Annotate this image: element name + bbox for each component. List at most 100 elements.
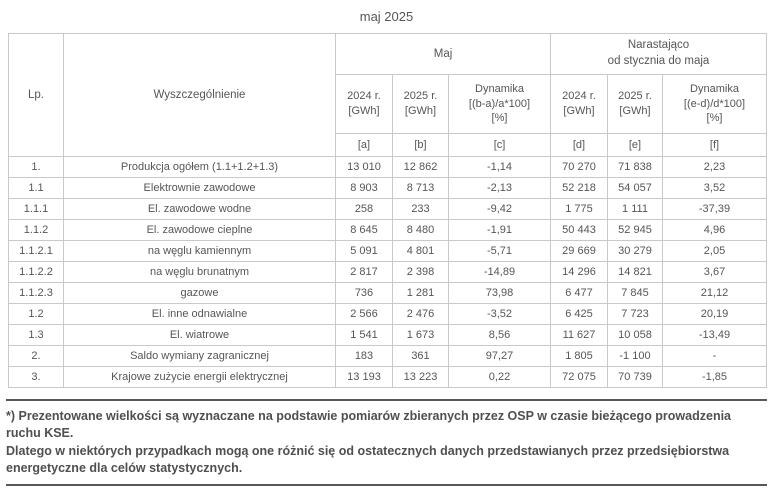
cell-a: 736 bbox=[335, 282, 393, 304]
cell-name: Produkcja ogółem (1.1+1.2+1.3) bbox=[63, 156, 336, 178]
cell-b: 1 281 bbox=[392, 282, 449, 304]
cell-a: 1 541 bbox=[335, 324, 393, 346]
table-body: 1. Produkcja ogółem (1.1+1.2+1.3) 13 010… bbox=[8, 156, 767, 388]
cell-b: 8 713 bbox=[392, 177, 449, 199]
cell-e: 14 821 bbox=[607, 261, 663, 283]
table-row: 1.1.1 El. zawodowe wodne 258 233 -9,42 1… bbox=[8, 198, 767, 220]
cell-a: 183 bbox=[335, 345, 393, 367]
cell-lp: 3. bbox=[8, 366, 64, 388]
cell-f: 2,23 bbox=[662, 156, 767, 178]
table-header: Lp. Wyszczególnienie Maj Narastająco od … bbox=[8, 33, 767, 157]
cell-f: 20,19 bbox=[662, 303, 767, 325]
cell-a: 5 091 bbox=[335, 240, 393, 262]
header-specification: Wyszczególnienie bbox=[63, 33, 336, 157]
cell-c: -2,13 bbox=[448, 177, 551, 199]
cell-name: Krajowe zużycie energii elektrycznej bbox=[63, 366, 336, 388]
footnote-top-divider bbox=[6, 399, 767, 401]
footnote-bottom-divider bbox=[6, 484, 767, 486]
col-letter-e: [e] bbox=[607, 133, 663, 157]
table-row: 1.1.2.1 na węglu kamiennym 5 091 4 801 -… bbox=[8, 240, 767, 262]
footnote-text: *) Prezentowane wielkości są wyznaczane … bbox=[6, 409, 732, 475]
cell-d: 14 296 bbox=[550, 261, 608, 283]
header-group-row: Lp. Wyszczególnienie Maj Narastająco od … bbox=[8, 33, 767, 157]
cell-c: -1,14 bbox=[448, 156, 551, 178]
table-row: 1.1.2 El. zawodowe cieplne 8 645 8 480 -… bbox=[8, 219, 767, 241]
cell-b: 4 801 bbox=[392, 240, 449, 262]
cell-f: 3,52 bbox=[662, 177, 767, 199]
cell-d: 52 218 bbox=[550, 177, 608, 199]
cell-d: 50 443 bbox=[550, 219, 608, 241]
cell-f: - bbox=[662, 345, 767, 367]
cell-name: El. zawodowe wodne bbox=[63, 198, 336, 220]
energy-report-table: Lp. Wyszczególnienie Maj Narastająco od … bbox=[8, 33, 767, 388]
header-cum-2024: 2024 r. [GWh] bbox=[550, 74, 608, 134]
cell-a: 13 193 bbox=[335, 366, 393, 388]
header-group-cumulative: Narastająco od stycznia do maja bbox=[550, 33, 767, 75]
cell-lp: 1.3 bbox=[8, 324, 64, 346]
cell-c: -1,91 bbox=[448, 219, 551, 241]
table-row: 1. Produkcja ogółem (1.1+1.2+1.3) 13 010… bbox=[8, 156, 767, 178]
cell-d: 1 805 bbox=[550, 345, 608, 367]
cell-c: -9,42 bbox=[448, 198, 551, 220]
cell-lp: 1.1.2.1 bbox=[8, 240, 64, 262]
cell-a: 8 903 bbox=[335, 177, 393, 199]
cell-lp: 1. bbox=[8, 156, 64, 178]
header-may-2024: 2024 r. [GWh] bbox=[335, 74, 393, 134]
cell-f: 21,12 bbox=[662, 282, 767, 304]
cell-c: 8,56 bbox=[448, 324, 551, 346]
col-letter-f: [f] bbox=[662, 133, 767, 157]
cell-d: 72 075 bbox=[550, 366, 608, 388]
col-letter-d: [d] bbox=[550, 133, 608, 157]
cell-lp: 1.1.2 bbox=[8, 219, 64, 241]
cell-name: na węglu brunatnym bbox=[63, 261, 336, 283]
cell-name: Saldo wymiany zagranicznej bbox=[63, 345, 336, 367]
table-row: 1.1 Elektrownie zawodowe 8 903 8 713 -2,… bbox=[8, 177, 767, 199]
cell-c: -14,89 bbox=[448, 261, 551, 283]
cell-f: -1,85 bbox=[662, 366, 767, 388]
cell-b: 361 bbox=[392, 345, 449, 367]
header-cum-dynamics: Dynamika [(e-d)/d*100] [%] bbox=[662, 74, 767, 134]
cell-e: 7 723 bbox=[607, 303, 663, 325]
cell-lp: 1.1.1 bbox=[8, 198, 64, 220]
header-letter-row: [a] [b] [c] [d] [e] [f] bbox=[9, 133, 767, 157]
cell-d: 70 270 bbox=[550, 156, 608, 178]
cell-name: El. zawodowe cieplne bbox=[63, 219, 336, 241]
table-row: 2. Saldo wymiany zagranicznej 183 361 97… bbox=[8, 345, 767, 367]
table-row: 3. Krajowe zużycie energii elektrycznej … bbox=[8, 366, 767, 388]
cell-c: 0,22 bbox=[448, 366, 551, 388]
cell-d: 11 627 bbox=[550, 324, 608, 346]
cell-e: 7 845 bbox=[607, 282, 663, 304]
cell-d: 1 775 bbox=[550, 198, 608, 220]
cell-c: 73,98 bbox=[448, 282, 551, 304]
cell-name: El. wiatrowe bbox=[63, 324, 336, 346]
cell-b: 12 862 bbox=[392, 156, 449, 178]
cell-e: 10 058 bbox=[607, 324, 663, 346]
cell-f: -37,39 bbox=[662, 198, 767, 220]
cell-c: 97,27 bbox=[448, 345, 551, 367]
cell-e: 54 057 bbox=[607, 177, 663, 199]
cell-f: 2,05 bbox=[662, 240, 767, 262]
cell-lp: 2. bbox=[8, 345, 64, 367]
cell-name: gazowe bbox=[63, 282, 336, 304]
cell-d: 6 477 bbox=[550, 282, 608, 304]
header-lp: Lp. bbox=[8, 33, 64, 157]
cell-f: -13,49 bbox=[662, 324, 767, 346]
cell-lp: 1.1.2.2 bbox=[8, 261, 64, 283]
table-row: 1.3 El. wiatrowe 1 541 1 673 8,56 11 627… bbox=[8, 324, 767, 346]
cell-a: 258 bbox=[335, 198, 393, 220]
cell-name: na węglu kamiennym bbox=[63, 240, 336, 262]
cell-b: 233 bbox=[392, 198, 449, 220]
cell-c: -3,52 bbox=[448, 303, 551, 325]
cell-b: 1 673 bbox=[392, 324, 449, 346]
header-may-dynamics: Dynamika [(b-a)/a*100] [%] bbox=[448, 74, 551, 134]
cell-lp: 1.1 bbox=[8, 177, 64, 199]
table-row: 1.1.2.2 na węglu brunatnym 2 817 2 398 -… bbox=[8, 261, 767, 283]
col-letter-a: [a] bbox=[335, 133, 393, 157]
cell-e: 70 739 bbox=[607, 366, 663, 388]
header-sub-row: 2024 r. [GWh] 2025 r. [GWh] Dynamika [(b… bbox=[9, 74, 767, 134]
header-may-2025: 2025 r. [GWh] bbox=[392, 74, 449, 134]
page-title: maj 2025 bbox=[359, 9, 414, 24]
cell-a: 8 645 bbox=[335, 219, 393, 241]
cell-b: 2 476 bbox=[392, 303, 449, 325]
col-letter-c: [c] bbox=[448, 133, 551, 157]
